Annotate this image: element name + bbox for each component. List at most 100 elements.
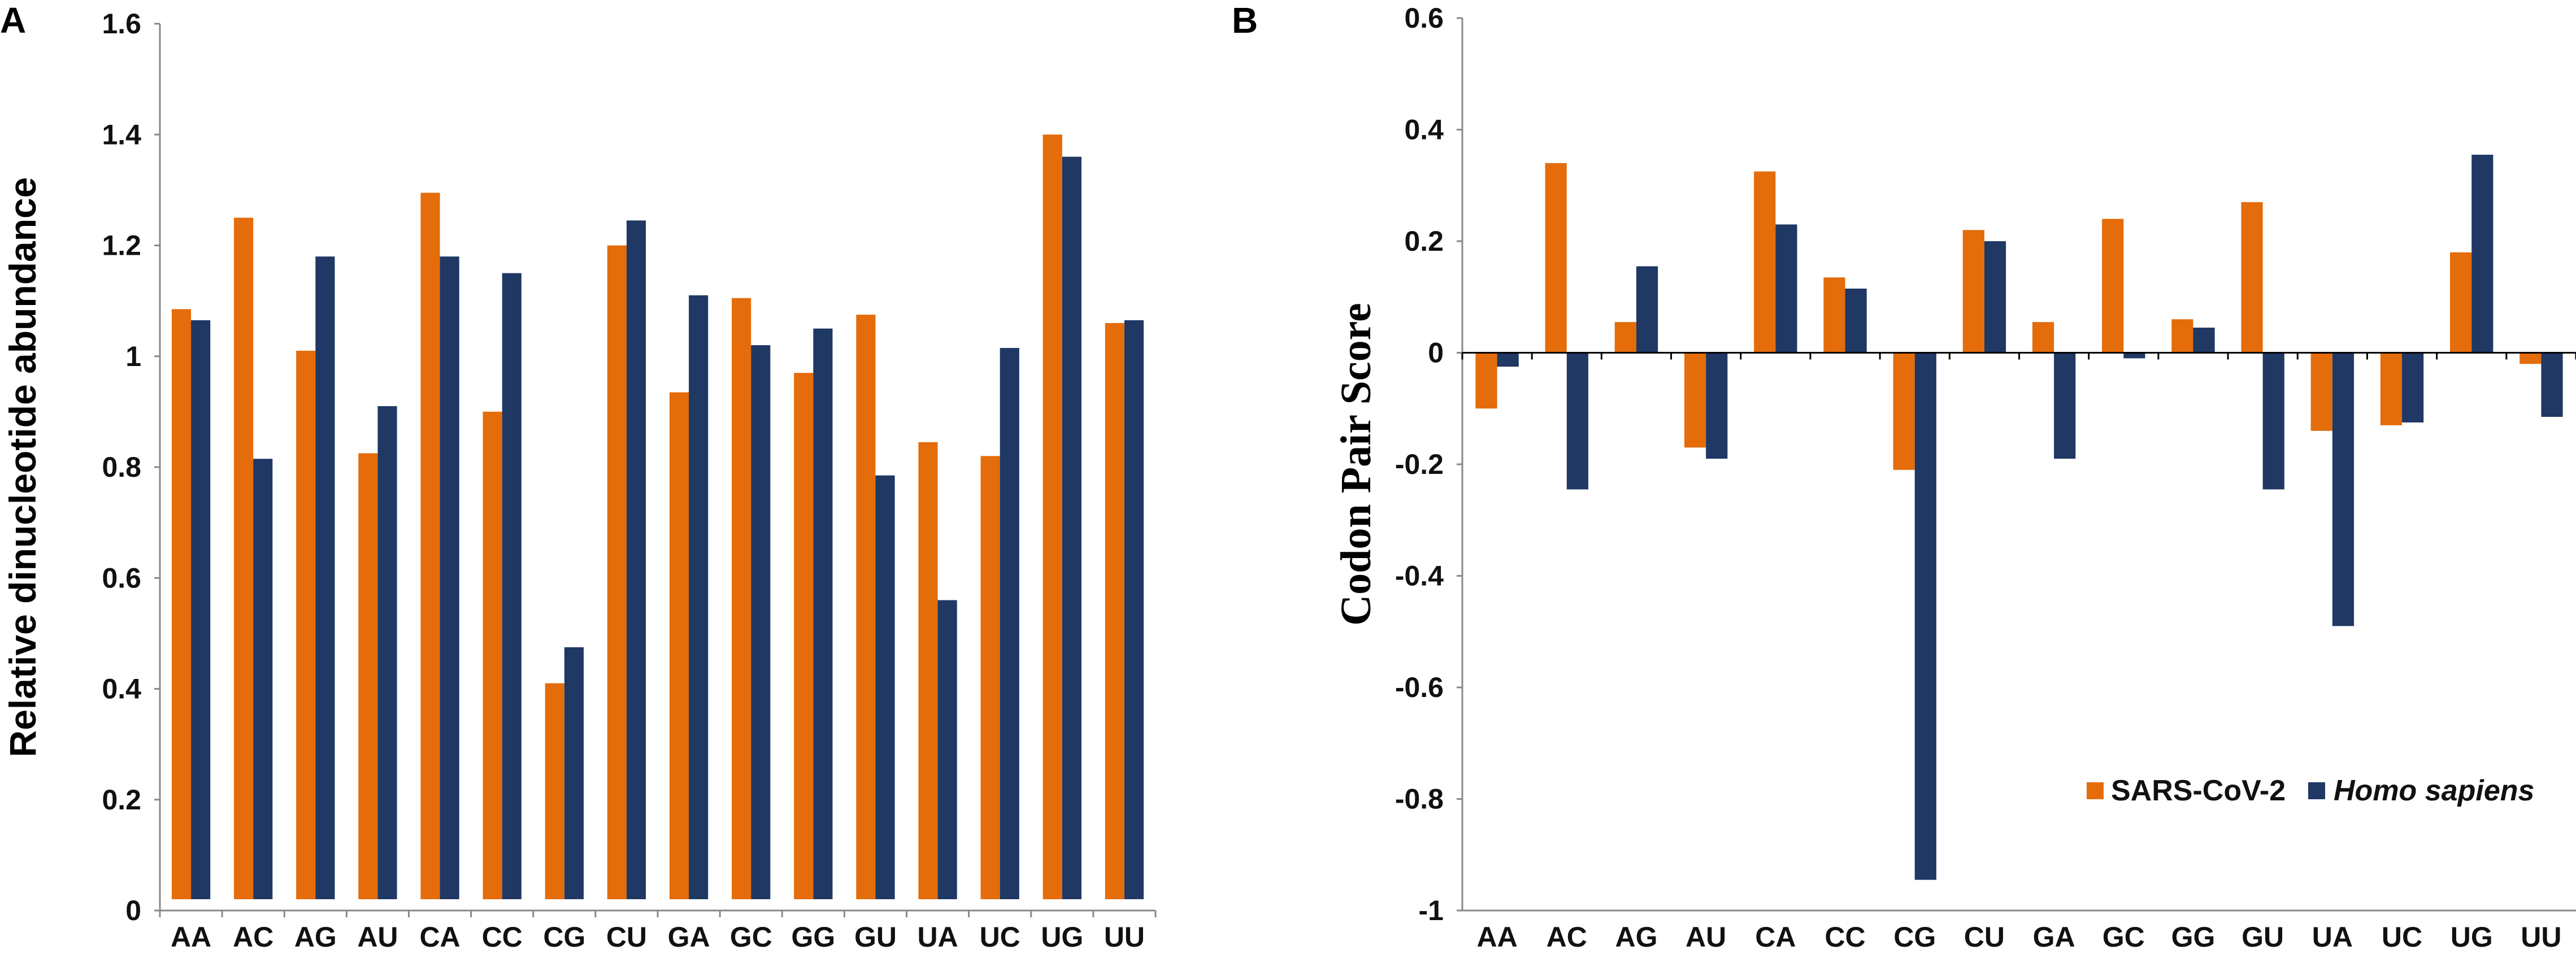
bar-homo-sapiens-UU [1124,320,1144,899]
legend-label-homo-sapiens: Homo sapiens [2334,774,2534,807]
x-tick-label: AU [357,921,398,953]
bar-sars-cov-2-CA [420,193,440,899]
y-tick-label: -1 [1419,895,1444,926]
legend-swatch-sars-cov-2 [2087,782,2104,799]
y-tick-label: 0.2 [1404,225,1444,257]
bar-homo-sapiens-UA [937,600,957,899]
x-tick-label: UG [1041,921,1083,953]
x-tick-label: GG [2171,921,2216,953]
panel-a-y-ticks: 0 0.2 0.4 0.6 0.8 1 1.2 1.4 1.6 [102,8,160,926]
bar-sars-cov-2-GA [669,392,689,899]
panel-a-bars [171,134,1144,899]
y-tick-label: -0.8 [1395,783,1444,815]
y-tick-label: 0 [125,895,141,926]
x-tick-label: CG [543,921,585,953]
bar-homo-sapiens-AU [1706,352,1728,459]
x-tick-label: GU [2241,921,2284,953]
bar-homo-sapiens-UC [1000,348,1019,899]
bar-homo-sapiens-UC [2402,352,2424,422]
y-tick-label: -0.4 [1395,560,1444,592]
x-tick-label: CU [606,921,647,953]
legend-swatch-homo-sapiens [2308,782,2325,799]
bar-sars-cov-2-CC [483,411,502,899]
x-tick-label: AG [294,921,337,953]
bar-homo-sapiens-UG [2471,154,2494,353]
x-tick-label: UU [2521,921,2561,953]
bar-sars-cov-2-UA [918,442,938,899]
bar-sars-cov-2-CU [607,245,627,899]
bar-sars-cov-2-UC [2380,352,2403,425]
x-tick-label: GA [2033,921,2075,953]
bar-homo-sapiens-GG [2193,328,2215,353]
bar-homo-sapiens-AG [315,256,335,899]
bar-sars-cov-2-GA [2032,322,2054,353]
panel-b-axes [1461,18,2576,912]
x-tick-label: AU [1686,921,1726,953]
panel-a-x-ticks: AA AC AG AU CA CC CG CU GA GC GG GU UA UC UG UU [171,921,1145,953]
panel-b-y-axis-label: Codon Pair Score [1332,303,1380,625]
bar-homo-sapiens-GU [2262,352,2284,490]
bar-sars-cov-2-CG [1893,352,1915,470]
bar-sars-cov-2-AU [1684,352,1706,448]
bar-sars-cov-2-AU [358,453,378,899]
legend: SARS-CoV-2 Homo sapiens [2087,774,2534,807]
panel-b-label: B [1232,0,1258,41]
x-tick-label: AC [1547,921,1587,953]
y-tick-label: 1.6 [102,8,141,40]
bar-homo-sapiens-CC [502,273,522,899]
panel-b-chart: B Codon Pair Score -1 -0.8 -0.6 -0.4 -0.2 0 0.… [1232,0,2576,953]
y-tick-label: 0.2 [102,784,141,816]
bar-sars-cov-2-AG [296,350,316,899]
y-tick-label: -0.2 [1395,448,1444,480]
x-tick-label: GG [791,921,835,953]
bar-sars-cov-2-AC [234,217,254,899]
bar-homo-sapiens-AC [253,459,273,899]
y-tick-label: 0.4 [102,673,141,705]
bar-homo-sapiens-UA [2332,352,2355,626]
x-tick-label: UU [1104,921,1145,953]
bar-homo-sapiens-GA [2054,352,2076,459]
x-tick-label: UG [2451,921,2493,953]
y-tick-label: 0 [1428,337,1444,369]
bar-homo-sapiens-CU [626,220,646,899]
x-tick-label: CC [482,921,523,953]
x-tick-label: AA [171,921,211,953]
x-tick-label: CG [1893,921,1936,953]
panel-b-bars [1475,154,2563,880]
y-tick-label: 1.4 [102,119,141,150]
bar-homo-sapiens-GC [2123,352,2145,359]
bar-homo-sapiens-CA [1775,224,1797,353]
x-tick-label: AG [1615,921,1657,953]
bar-homo-sapiens-CU [1984,241,2006,353]
bar-sars-cov-2-AA [171,309,192,899]
bar-sars-cov-2-AG [1614,322,1636,353]
bar-sars-cov-2-GU [2241,202,2263,353]
x-tick-label: GC [2102,921,2145,953]
y-tick-label: 0.6 [102,562,141,594]
bar-homo-sapiens-CG [564,647,584,899]
bar-sars-cov-2-GG [794,373,814,899]
bar-sars-cov-2-UU [2519,352,2542,364]
bar-homo-sapiens-GG [813,328,833,899]
x-tick-label: GU [854,921,897,953]
x-tick-label: CA [419,921,460,953]
x-tick-label: CC [1825,921,1865,953]
y-tick-label: 1 [125,341,141,372]
legend-label-sars-cov-2: SARS-CoV-2 [2111,774,2286,807]
bar-homo-sapiens-CG [1914,352,1936,880]
bar-sars-cov-2-CA [1754,171,1776,353]
x-tick-label: AA [1476,921,1517,953]
panel-a-y-axis-label: Relative dinucleotide abundance [2,177,44,757]
bar-homo-sapiens-CC [1845,288,1867,353]
bar-sars-cov-2-CG [545,683,564,899]
bar-sars-cov-2-GC [2102,219,2124,353]
bar-sars-cov-2-AC [1545,163,1567,353]
bar-sars-cov-2-CC [1823,277,1845,353]
x-tick-label: GC [730,921,772,953]
bar-homo-sapiens-GA [689,295,709,899]
x-tick-label: AC [233,921,273,953]
y-tick-label: 1.2 [102,230,141,262]
x-tick-label: UA [2312,921,2353,953]
x-tick-label: CA [1755,921,1796,953]
